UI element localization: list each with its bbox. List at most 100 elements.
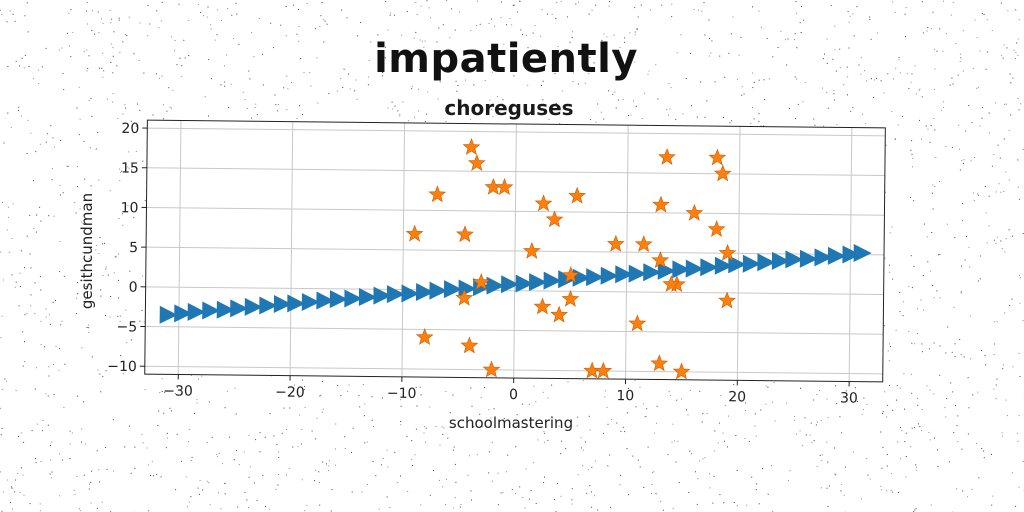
speckle-dot xyxy=(471,499,472,501)
speckle-dot xyxy=(605,390,607,392)
speckle-dot xyxy=(1001,435,1003,437)
speckle-dot xyxy=(921,1,923,3)
speckle-dot xyxy=(804,81,806,83)
speckle-dot xyxy=(51,168,53,170)
speckle-dot xyxy=(335,423,337,425)
speckle-dot xyxy=(845,390,847,392)
speckle-dot xyxy=(834,473,836,475)
speckle-dot xyxy=(86,10,88,12)
speckle-dot xyxy=(891,491,893,493)
speckle-dot xyxy=(662,509,664,511)
speckle-dot xyxy=(634,380,636,382)
speckle-dot xyxy=(110,296,112,297)
speckle-dot xyxy=(834,49,836,51)
speckle-dot xyxy=(248,507,249,509)
speckle-dot xyxy=(992,495,994,497)
speckle-dot xyxy=(35,151,37,153)
speckle-dot xyxy=(915,93,917,95)
speckle-dot xyxy=(209,504,211,506)
speckle-dot xyxy=(19,492,21,493)
speckle-dot xyxy=(223,482,225,484)
speckle-dot xyxy=(249,78,251,80)
speckle-dot xyxy=(554,73,556,75)
speckle-dot xyxy=(671,3,673,5)
speckle-dot xyxy=(449,412,451,414)
star-marker xyxy=(467,153,486,171)
speckle-dot xyxy=(987,51,989,53)
speckle-dot xyxy=(584,441,586,443)
speckle-dot xyxy=(91,115,93,117)
speckle-dot xyxy=(188,501,190,503)
speckle-dot xyxy=(947,326,949,328)
speckle-dot xyxy=(84,178,86,180)
speckle-dot xyxy=(793,39,795,41)
speckle-dot xyxy=(516,11,518,13)
speckle-dot xyxy=(824,53,825,55)
speckle-dot xyxy=(41,430,43,432)
speckle-dot xyxy=(815,424,817,426)
speckle-dot xyxy=(347,390,349,392)
speckle-dot xyxy=(100,289,102,291)
speckle-dot xyxy=(231,14,233,16)
speckle-dot xyxy=(985,212,987,214)
speckle-dot xyxy=(35,214,37,216)
speckle-dot xyxy=(49,473,51,475)
speckle-dot xyxy=(519,0,521,2)
speckle-dot xyxy=(98,179,100,181)
speckle-dot xyxy=(161,391,163,392)
triangle-marker xyxy=(259,296,278,315)
speckle-dot xyxy=(834,25,836,27)
speckle-dot xyxy=(557,46,559,48)
speckle-dot xyxy=(144,200,146,202)
speckle-dot xyxy=(477,0,479,2)
speckle-dot xyxy=(880,431,882,433)
speckle-dot xyxy=(894,11,896,13)
speckle-dot xyxy=(655,64,657,66)
speckle-dot xyxy=(453,507,455,509)
speckle-dot xyxy=(59,453,60,455)
triangle-marker xyxy=(159,305,178,324)
speckle-dot xyxy=(354,90,356,92)
speckle-dot xyxy=(129,425,131,427)
speckle-dot xyxy=(582,465,584,467)
speckle-dot xyxy=(438,27,440,29)
speckle-dot xyxy=(603,118,605,120)
speckle-dot xyxy=(556,483,558,485)
speckle-dot xyxy=(176,64,178,66)
speckle-dot xyxy=(912,158,914,159)
speckle-dot xyxy=(697,9,699,11)
speckle-dot xyxy=(53,215,55,217)
star-marker xyxy=(606,234,625,252)
speckle-dot xyxy=(758,79,760,81)
speckle-dot xyxy=(826,92,828,94)
speckle-dot xyxy=(226,54,228,56)
speckle-dot xyxy=(978,280,979,282)
speckle-dot xyxy=(298,9,299,11)
speckle-dot xyxy=(21,432,23,434)
speckle-dot xyxy=(48,366,50,368)
speckle-dot xyxy=(476,25,477,27)
speckle-dot xyxy=(348,384,350,386)
triangle-marker xyxy=(742,254,761,273)
speckle-dot xyxy=(758,121,760,123)
speckle-dot xyxy=(733,502,735,503)
speckle-dot xyxy=(723,502,725,504)
speckle-dot xyxy=(63,89,65,91)
speckle-dot xyxy=(49,323,51,325)
speckle-dot xyxy=(12,13,14,15)
speckle-dot xyxy=(597,509,599,511)
speckle-dot xyxy=(813,118,815,120)
speckle-dot xyxy=(1017,159,1019,161)
speckle-dot xyxy=(848,47,850,49)
speckle-dot xyxy=(301,479,303,481)
speckle-dot xyxy=(959,339,961,341)
speckle-dot xyxy=(105,314,106,316)
speckle-dot xyxy=(141,309,143,311)
speckle-dot xyxy=(120,315,122,317)
speckle-dot xyxy=(190,460,192,461)
speckle-dot xyxy=(981,350,983,351)
speckle-dot xyxy=(86,70,88,72)
speckle-dot xyxy=(39,503,41,505)
speckle-dot xyxy=(264,436,266,438)
speckle-dot xyxy=(647,446,649,448)
